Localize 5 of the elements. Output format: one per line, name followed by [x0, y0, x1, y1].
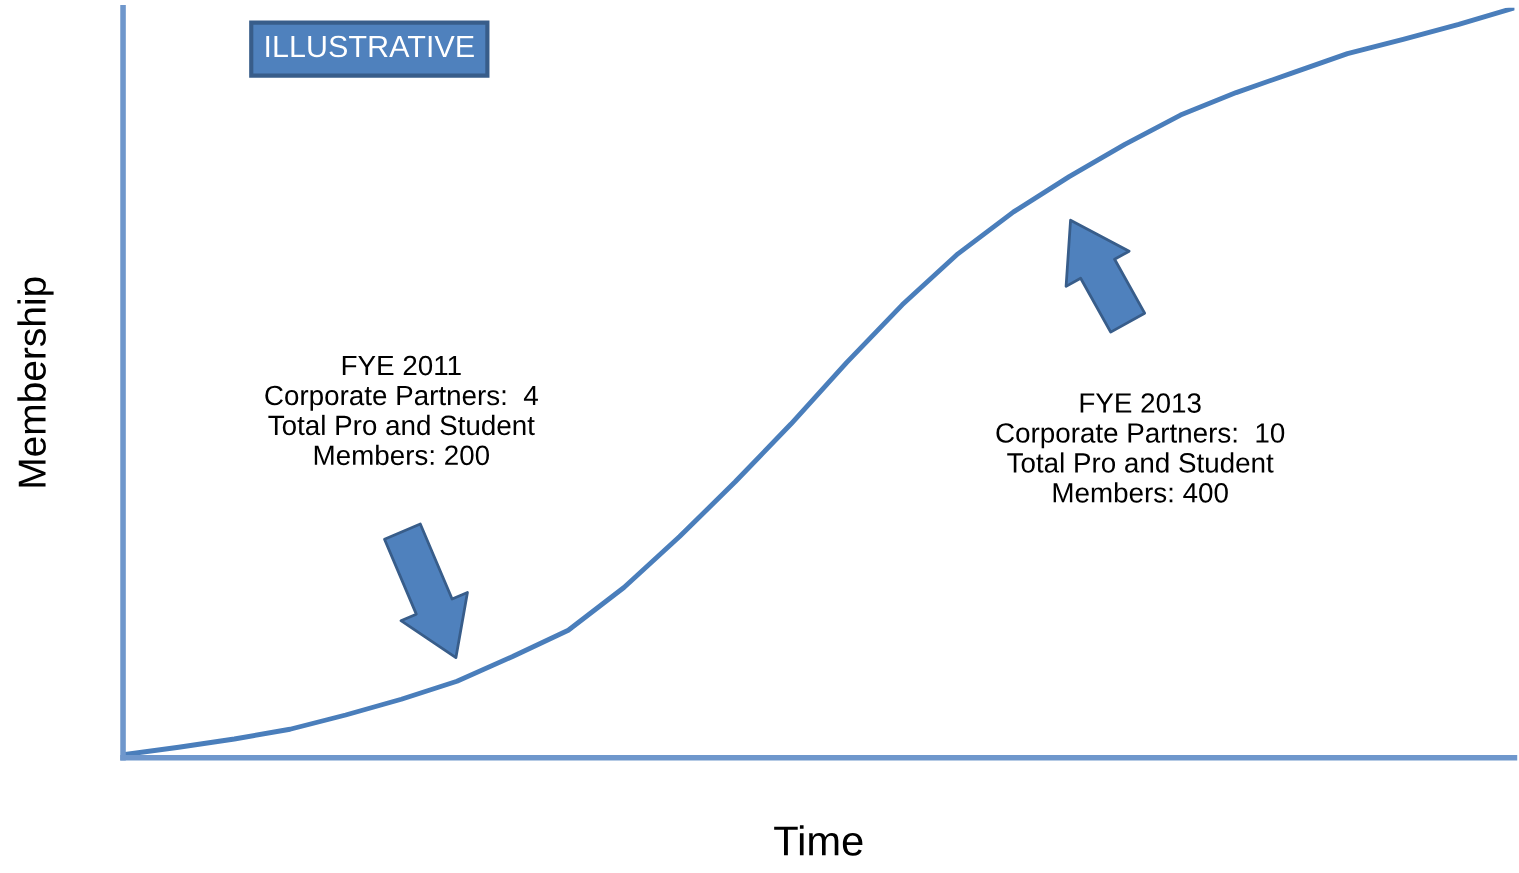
x-axis-title: Time [774, 825, 863, 856]
annotation: FYE 2011 Corporate Partners: 4 Total Pro and Student Members: 200 [265, 355, 538, 466]
y-axis-title: Membership [17, 277, 54, 487]
annotation: ILLUSTRATIVE [266, 35, 474, 58]
annotation: FYE 2013 Corporate Partners: 10 Total Pro and Student Members: 400 [996, 393, 1285, 503]
